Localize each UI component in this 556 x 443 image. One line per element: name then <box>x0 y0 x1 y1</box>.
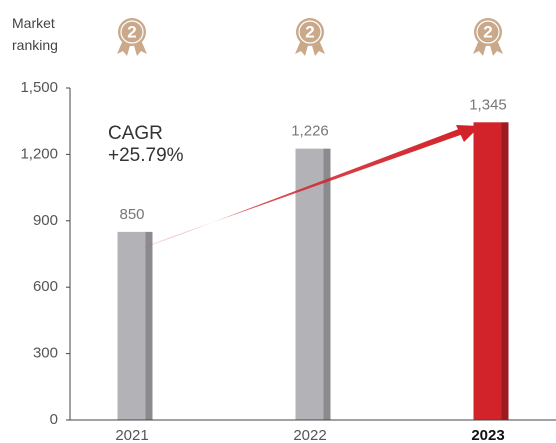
bar-side <box>145 231 153 420</box>
medal-rank: 2 <box>127 22 136 41</box>
bar <box>117 231 153 420</box>
value-label: 1,226 <box>291 123 329 140</box>
y-tick-label: 900 <box>33 212 58 229</box>
cagr-value: +25.79% <box>108 145 184 166</box>
y-tick-label: 1,500 <box>20 79 58 96</box>
bar-face <box>473 122 502 420</box>
y-tick-label: 600 <box>33 278 58 295</box>
value-label: 850 <box>119 206 144 223</box>
bar-side <box>323 148 331 421</box>
y-tick-label: 1,200 <box>20 145 58 162</box>
x-tick-label: 2022 <box>293 427 326 443</box>
y-tick-label: 0 <box>50 411 58 428</box>
bar <box>295 148 331 421</box>
medal-inner <box>298 20 322 44</box>
cagr-title: CAGR <box>108 123 163 144</box>
medal-inner <box>476 20 500 44</box>
rank-label: Market ranking <box>12 15 58 53</box>
medal-rank: 2 <box>305 22 314 41</box>
x-tick-label: 2021 <box>115 427 148 443</box>
medal-rank: 2 <box>483 22 492 41</box>
bar <box>473 122 509 420</box>
medal <box>296 18 324 46</box>
cagr-arrow-head <box>456 125 480 142</box>
medal <box>474 18 502 46</box>
bar-face <box>295 148 324 421</box>
cagr-arrow <box>137 127 466 251</box>
y-tick-label: 300 <box>33 345 58 362</box>
bar-face <box>117 231 146 420</box>
medal-inner <box>120 20 144 44</box>
bar-side <box>501 122 509 420</box>
x-tick-label: 2023 <box>471 427 504 443</box>
value-label: 1,345 <box>469 96 507 113</box>
medal <box>118 18 146 46</box>
